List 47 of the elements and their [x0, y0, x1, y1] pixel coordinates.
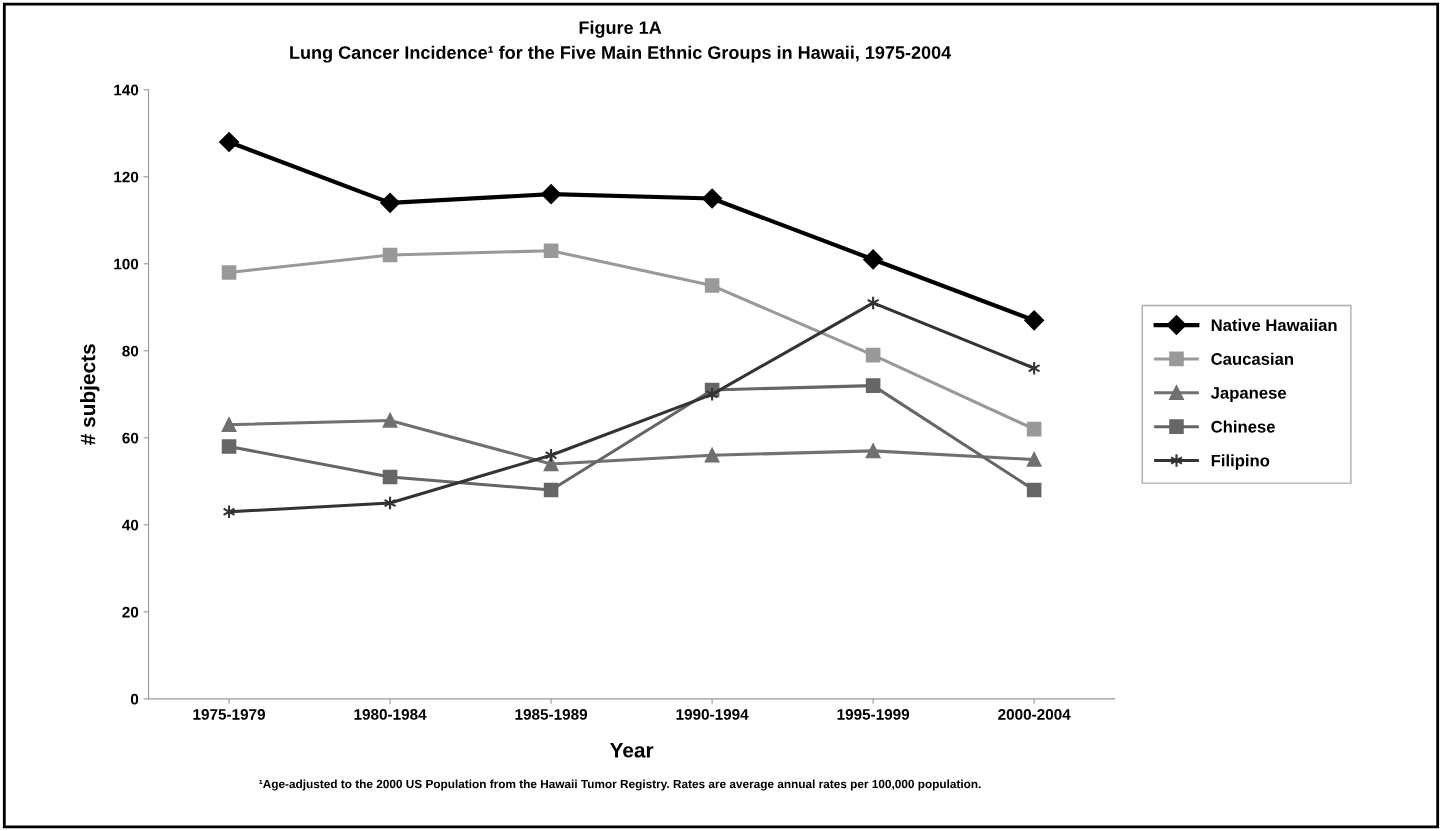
point — [1026, 421, 1042, 437]
legend-label: Japanese — [1210, 387, 1287, 403]
point — [1024, 310, 1045, 331]
point — [221, 439, 237, 454]
point — [865, 347, 881, 363]
y-tick-label: 80 — [122, 345, 139, 357]
x-tick-label: 1985-1989 — [515, 709, 588, 720]
point — [382, 413, 398, 428]
point — [543, 456, 559, 472]
y-tick-label: 20 — [122, 606, 139, 618]
point — [219, 132, 239, 152]
point — [382, 469, 398, 485]
x-tick-label: 1990-1994 — [676, 709, 749, 720]
point — [543, 482, 559, 498]
chart-subtitle: Lung Cancer Incidence¹ for the Five Main Ethnic Groups in Hawaii, 1975-2004 — [290, 45, 952, 63]
point — [1026, 452, 1042, 467]
legend-label: Caucasian — [1211, 352, 1293, 365]
point — [541, 184, 561, 205]
y-tick-label: 60 — [122, 432, 139, 444]
point — [865, 443, 881, 459]
text: ¹Age-adjusted to the 2000 US Population from the Hawaii Tumor Registry. Rates are average annual rates per 100,000 population. — [259, 779, 981, 791]
y-axis-title: # subjects — [80, 344, 100, 445]
point — [221, 265, 237, 280]
point — [863, 249, 884, 270]
x-tick-label: 1975-1979 — [193, 709, 266, 720]
y-tick-label: 100 — [114, 258, 139, 270]
y-tick-label: 0 — [130, 693, 139, 705]
point — [865, 378, 881, 393]
legend-label: Filipino — [1211, 454, 1270, 470]
point — [380, 192, 400, 213]
y-tick-label: 140 — [114, 84, 139, 96]
x-axis-title: Year — [609, 743, 654, 758]
chart-title: Figure 1A — [579, 20, 662, 38]
point — [702, 188, 722, 209]
point — [704, 278, 720, 293]
x-tick-label: 1995-1999 — [837, 709, 910, 720]
legend-label: Native Hawaiian — [1211, 318, 1337, 332]
x-tick-label: 2000-2004 — [998, 709, 1071, 720]
point — [1026, 482, 1042, 498]
point — [704, 447, 720, 463]
point — [543, 243, 559, 259]
point — [382, 247, 398, 263]
legend-label: Chinese — [1211, 420, 1275, 433]
point — [221, 417, 237, 433]
x-tick-label: 1980-1984 — [354, 709, 427, 720]
y-tick-label: 40 — [122, 519, 139, 531]
y-tick-label: 120 — [114, 171, 139, 183]
